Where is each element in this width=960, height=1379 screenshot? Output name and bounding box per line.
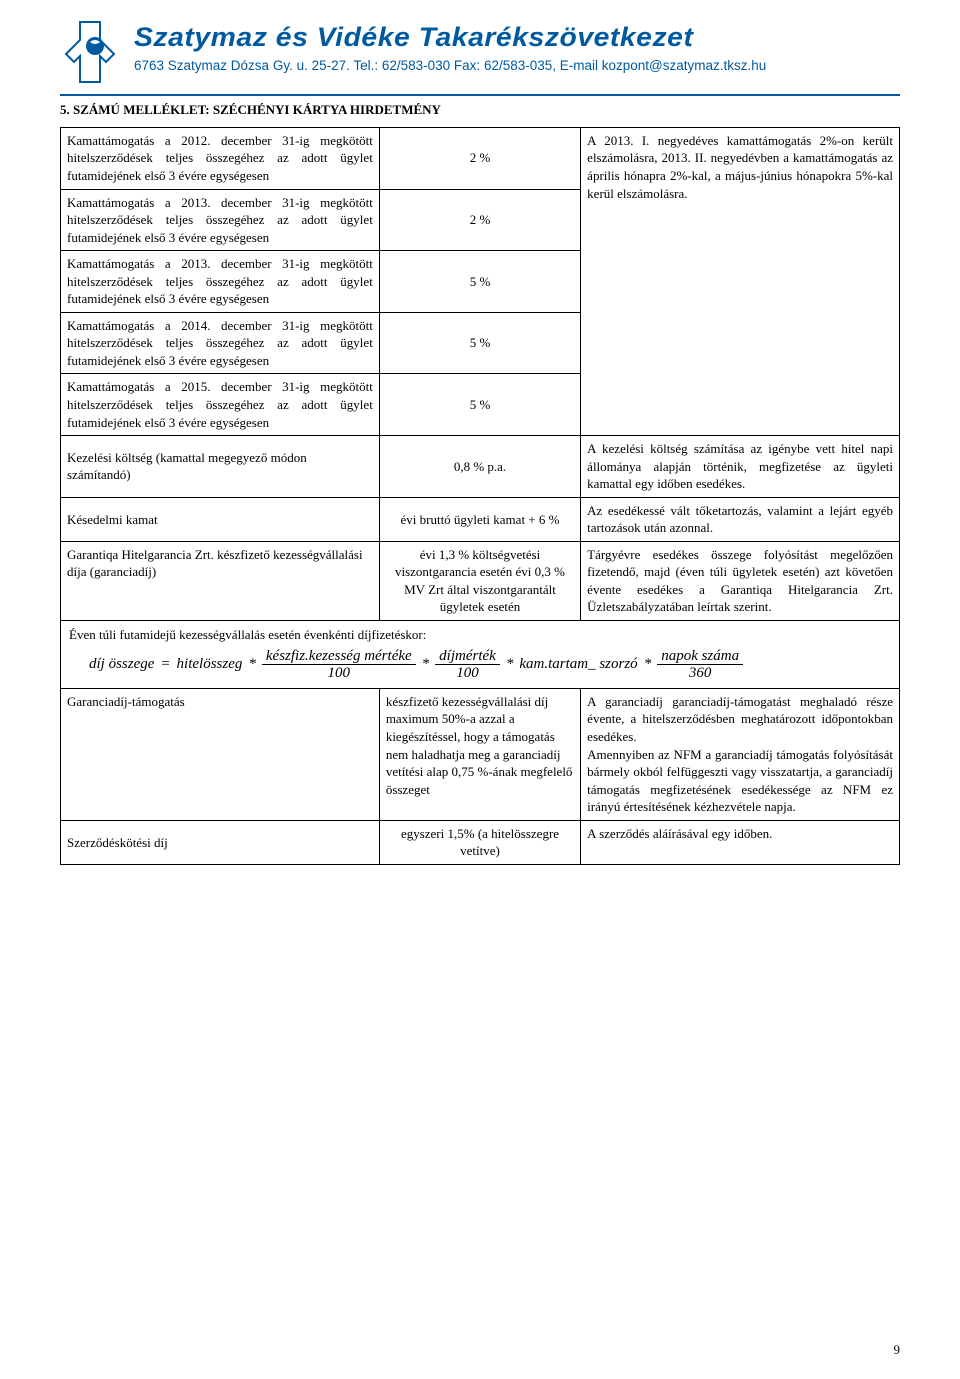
szerzodes-note: A szerződés aláírásával egy időben. [581, 820, 900, 864]
f-star: * [248, 655, 256, 675]
f-frac1-den: 100 [324, 665, 355, 682]
page-header: Szatymaz és Vidéke Takarékszövetkezet 67… [60, 20, 900, 96]
row-desc: Kamattámogatás a 2012. december 31-ig me… [61, 127, 380, 189]
f-frac2-num: díjmérték [435, 648, 500, 666]
row-val: 5 % [379, 251, 580, 313]
f-kamtartam: kam.tartam_ szorzó [519, 655, 637, 675]
section-title-caps: SZÁMÚ MELLÉKLET: SZÉCHÉNYI KÁRTYA HIRDET… [73, 102, 441, 117]
kezelesi-val: 0,8 % p.a. [379, 436, 580, 498]
f-lhs: díj összege [89, 655, 154, 675]
f-star3: * [506, 655, 514, 675]
org-contact: 6763 Szatymaz Dózsa Gy. u. 25-27. Tel.: … [134, 57, 900, 75]
row-desc: Kamattámogatás a 2015. december 31-ig me… [61, 374, 380, 436]
f-star4: * [644, 655, 652, 675]
page-number: 9 [894, 1342, 901, 1359]
f-frac1: készfiz.kezesség mértéke 100 [262, 648, 416, 682]
garantiqa-label: Garantiqa Hitelgarancia Zrt. készfizető … [61, 541, 380, 620]
org-name: Szatymaz és Vidéke Takarékszövetkezet [134, 20, 938, 55]
kesedelmi-label: Késedelmi kamat [61, 497, 380, 541]
garantiqa-val: évi 1,3 % költségvetési viszontgarancia … [379, 541, 580, 620]
f-frac1-num: készfiz.kezesség mértéke [262, 648, 416, 666]
kesedelmi-val: évi bruttó ügyleti kamat + 6 % [379, 497, 580, 541]
szerzodes-val: egyszeri 1,5% (a hitelösszegre vetítve) [379, 820, 580, 864]
f-star2: * [422, 655, 430, 675]
formula-block: Éven túli futamidejű kezességvállalás es… [60, 621, 900, 689]
f-frac3-num: napok száma [657, 648, 743, 666]
kezelesi-label: Kezelési költség (kamattal megegyező mód… [61, 436, 380, 498]
f-frac2: díjmérték 100 [435, 648, 500, 682]
garanciadij-tam-label: Garanciadíj-támogatás [61, 689, 380, 820]
section-title-prefix: 5. [60, 102, 73, 117]
f-eq: = [160, 655, 170, 675]
row-val: 5 % [379, 312, 580, 374]
row-desc: Kamattámogatás a 2014. december 31-ig me… [61, 312, 380, 374]
f-frac2-den: 100 [452, 665, 483, 682]
fees-table-1: Kamattámogatás a 2012. december 31-ig me… [60, 127, 900, 621]
formula-intro: Éven túli futamidejű kezességvállalás es… [69, 627, 891, 644]
row-desc: Kamattámogatás a 2013. december 31-ig me… [61, 189, 380, 251]
garanciadij-tam-val: készfizető kezességvállalási díj maximum… [379, 689, 580, 820]
f-hitel: hitelösszeg [177, 655, 243, 675]
row-val: 5 % [379, 374, 580, 436]
row-desc: Kamattámogatás a 2013. december 31-ig me… [61, 251, 380, 313]
formula: díj összege = hitelösszeg * készfiz.keze… [69, 648, 891, 682]
row-val: 2 % [379, 127, 580, 189]
garantiqa-note: Tárgyévre esedékes összege folyósítást m… [581, 541, 900, 620]
f-frac3: napok száma 360 [657, 648, 743, 682]
szerzodes-label: Szerződéskötési díj [61, 820, 380, 864]
row-val: 2 % [379, 189, 580, 251]
f-frac3-den: 360 [685, 665, 716, 682]
logo-icon [60, 20, 120, 90]
kesedelmi-note: Az esedékessé vált tőketartozás, valamin… [581, 497, 900, 541]
kamatt-note: A 2013. I. negyedéves kamattámogatás 2%-… [581, 127, 900, 435]
garanciadij-tam-note: A garanciadíj garanciadíj-támogatást meg… [581, 689, 900, 820]
kezelesi-note: A kezelési költség számítása az igénybe … [581, 436, 900, 498]
fees-table-2: Garanciadíj-támogatás készfizető kezessé… [60, 689, 900, 865]
section-title: 5. SZÁMÚ MELLÉKLET: SZÉCHÉNYI KÁRTYA HIR… [60, 102, 900, 119]
